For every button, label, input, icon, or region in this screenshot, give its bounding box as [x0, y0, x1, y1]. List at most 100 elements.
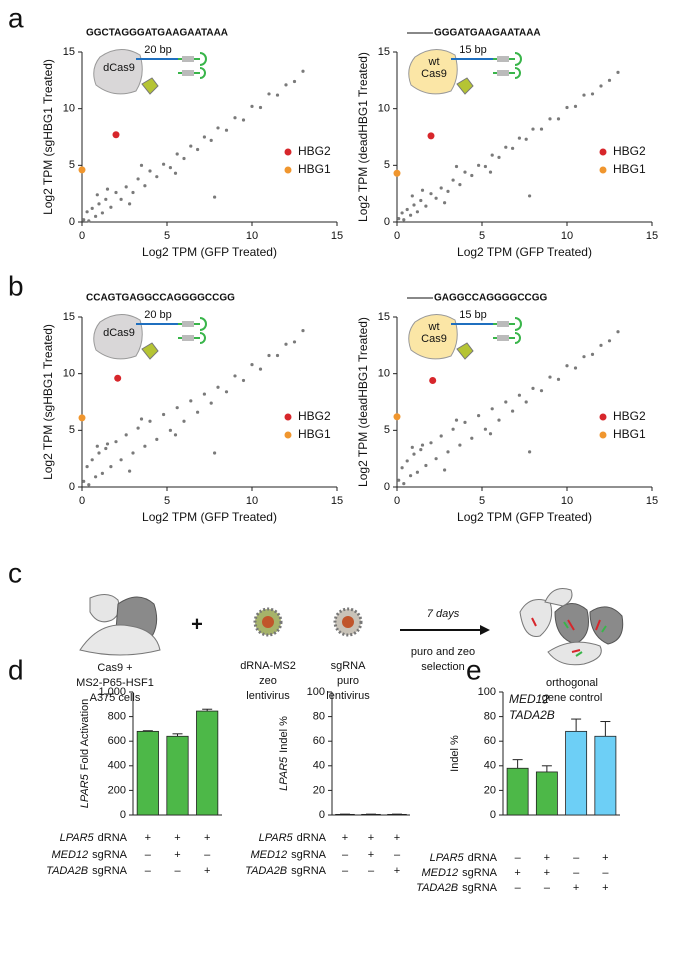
point — [510, 146, 515, 150]
x-tick-label: 5 — [479, 230, 485, 242]
point — [420, 443, 425, 447]
legend-marker — [284, 413, 292, 421]
point — [128, 202, 132, 206]
point — [483, 427, 487, 431]
condition-gene: TADA2B — [46, 865, 88, 877]
point — [209, 138, 213, 142]
sequence: GGCTAGGGATGAAGAATAAA — [86, 28, 228, 39]
point — [143, 184, 147, 188]
bar — [166, 735, 189, 816]
point — [94, 214, 98, 218]
condition-text: sgRNA — [291, 849, 327, 861]
condition-mark: – — [174, 865, 181, 877]
point — [90, 206, 94, 210]
point — [241, 118, 246, 122]
y-tick-label: 100 — [478, 686, 496, 698]
panel-label: c — [8, 557, 22, 588]
point — [548, 375, 552, 379]
condition-mark: + — [544, 867, 550, 879]
point — [434, 457, 438, 461]
condition-text: sgRNA — [291, 865, 327, 877]
ms2 — [497, 56, 509, 62]
point — [109, 465, 113, 469]
protein-label: wt — [428, 56, 440, 68]
point — [548, 117, 552, 121]
y-tick-label: 0 — [120, 809, 126, 821]
point — [470, 173, 474, 178]
legend-marker — [599, 431, 607, 439]
point — [434, 196, 438, 200]
ms2 — [497, 335, 509, 341]
y-tick-label: 20 — [484, 784, 496, 796]
protein-label: wt — [428, 321, 440, 333]
point — [213, 195, 217, 199]
point — [517, 136, 522, 140]
point — [397, 217, 401, 221]
point — [556, 377, 561, 381]
point — [90, 458, 94, 462]
point — [607, 78, 612, 82]
condition-mark: – — [204, 849, 211, 861]
point — [128, 469, 132, 473]
protein-label: Cas9 — [421, 68, 447, 80]
point — [168, 166, 172, 170]
point — [483, 164, 487, 169]
x-tick-label: 5 — [479, 495, 485, 507]
point — [216, 126, 220, 130]
diagram-text: puro and zeo — [411, 646, 475, 658]
point — [148, 169, 152, 173]
point — [528, 194, 532, 198]
point — [424, 204, 428, 208]
point — [419, 448, 423, 452]
y-tick-label: 10 — [378, 103, 390, 115]
spacer-label: 15 bp — [459, 44, 487, 56]
legend-label: HBG1 — [298, 162, 331, 176]
virus-core — [262, 616, 274, 628]
condition-mark: – — [573, 867, 580, 879]
point — [400, 466, 404, 470]
point — [224, 128, 229, 132]
point — [517, 393, 522, 397]
ms2 — [182, 321, 194, 327]
condition-text: sgRNA — [92, 849, 128, 861]
y-tick-label: 0 — [69, 481, 75, 493]
legend-marker — [284, 431, 292, 439]
condition-mark: – — [515, 882, 522, 894]
point — [213, 451, 217, 455]
point — [454, 418, 459, 422]
cell — [554, 603, 589, 645]
x-tick-label: 15 — [331, 230, 343, 242]
condition-text: dRNA — [98, 832, 128, 844]
y-tick-label: 20 — [313, 784, 325, 796]
point — [109, 205, 113, 209]
condition-mark: – — [368, 865, 375, 877]
point — [284, 83, 288, 87]
signal — [531, 617, 601, 653]
diagram-text: puro — [337, 675, 359, 687]
y-axis-label-text: Indel % — [449, 735, 461, 772]
y-tick-label: 0 — [69, 216, 75, 228]
ms2 — [182, 70, 194, 76]
point — [131, 190, 135, 195]
point — [565, 364, 569, 368]
point — [524, 400, 528, 404]
condition-mark: + — [204, 865, 210, 877]
condition-mark: + — [342, 832, 348, 844]
condition-mark: – — [544, 882, 551, 894]
x-tick-label: 0 — [394, 230, 400, 242]
condition-label: LPAR5 dRNA — [430, 852, 498, 864]
point — [439, 186, 443, 190]
point — [175, 406, 179, 410]
bar — [136, 730, 159, 816]
point — [196, 410, 200, 414]
point — [429, 441, 433, 445]
diagram-text: selection — [421, 661, 464, 673]
point — [202, 392, 206, 396]
condition-text: sgRNA — [92, 865, 128, 877]
legend-label: TADA2B — [509, 708, 555, 722]
y-tick-label: 100 — [307, 686, 325, 698]
legend-label: HBG2 — [298, 144, 331, 158]
sequence: GAGGCCAGGGGCCGG — [434, 293, 548, 304]
condition-mark: – — [342, 849, 349, 861]
x-axis-label: Log2 TPM (GFP Treated) — [457, 245, 592, 259]
